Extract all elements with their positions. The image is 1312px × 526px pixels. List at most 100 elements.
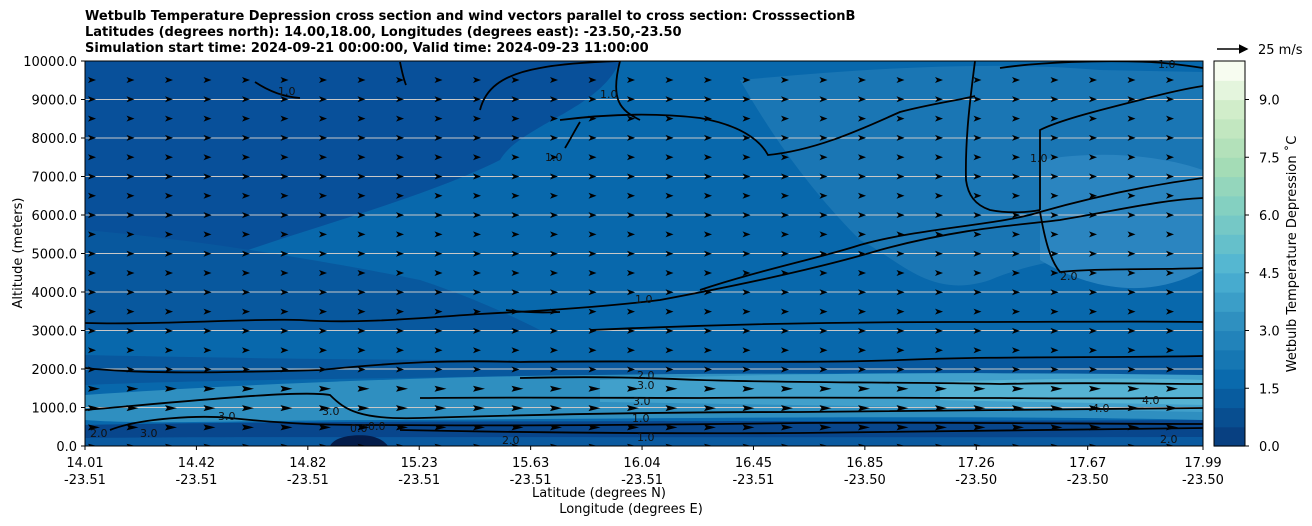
colorbar-swatch xyxy=(1214,80,1245,101)
wind-vector xyxy=(1166,308,1174,315)
wind-vector xyxy=(1050,212,1059,219)
wind-vector xyxy=(203,366,212,373)
wind-vector xyxy=(357,405,370,412)
wind-vector xyxy=(511,212,520,219)
wind-vector xyxy=(858,115,866,122)
wind-vector xyxy=(1166,173,1174,180)
wind-vector xyxy=(319,289,327,296)
wind-vector xyxy=(126,77,135,83)
wind-vector xyxy=(319,347,327,354)
wind-vector xyxy=(1166,192,1174,199)
wind-vector xyxy=(396,173,404,180)
wind-vector xyxy=(511,134,520,141)
wind-vector xyxy=(396,115,404,122)
wind-vector xyxy=(1166,154,1174,161)
wind-vector xyxy=(126,308,135,315)
wind-vector xyxy=(1127,405,1140,412)
wind-vector xyxy=(588,77,597,83)
wind-vector xyxy=(819,308,828,315)
wind-vector xyxy=(665,366,674,373)
wind-vector xyxy=(319,424,331,431)
y-axis-label: Altitude (meters) xyxy=(11,198,26,309)
wind-vector xyxy=(357,134,366,141)
wind-vector xyxy=(1205,328,1213,334)
wind-vector xyxy=(88,231,96,238)
wind-vector xyxy=(1205,135,1213,141)
wind-vector xyxy=(973,270,982,276)
wind-vector xyxy=(781,405,793,412)
wind-vector xyxy=(1205,367,1213,373)
wind-vector xyxy=(280,327,289,334)
wind-vector xyxy=(203,443,213,446)
wind-vector xyxy=(1089,173,1097,180)
contour-label: 2.0 xyxy=(637,369,655,382)
colorbar-tick-label: 1.5 xyxy=(1259,382,1280,397)
wind-vector xyxy=(165,173,173,180)
wind-vector xyxy=(280,192,289,199)
wind-vector xyxy=(973,173,982,180)
wind-vector xyxy=(165,385,177,392)
wind-vector xyxy=(858,96,866,103)
wind-vector xyxy=(665,115,674,122)
wind-vector xyxy=(819,77,828,83)
wind-vector xyxy=(357,424,370,431)
wind-vector xyxy=(396,134,404,141)
wind-vector xyxy=(935,96,943,103)
wind-vector xyxy=(357,327,366,334)
wind-vector xyxy=(896,231,905,238)
wind-vector xyxy=(396,443,406,446)
wind-vector xyxy=(319,308,327,315)
wind-vector xyxy=(357,154,366,161)
wind-vector xyxy=(1127,270,1136,276)
wind-vector xyxy=(1089,289,1097,296)
wind-vector xyxy=(665,77,674,83)
wind-vector xyxy=(434,212,443,219)
wind-vector xyxy=(665,347,674,354)
wind-vector xyxy=(627,173,635,180)
wind-vector xyxy=(396,212,404,219)
wind-vector xyxy=(935,327,943,334)
wind-vector xyxy=(165,308,173,315)
wind-vector xyxy=(165,77,173,83)
wind-vector xyxy=(1089,424,1101,431)
wind-vector xyxy=(550,77,558,83)
wind-vector xyxy=(88,115,96,122)
wind-vector xyxy=(627,134,635,141)
wind-vector xyxy=(473,270,481,276)
wind-vector xyxy=(550,443,560,446)
wind-vector xyxy=(819,192,828,199)
wind-vector xyxy=(819,424,832,431)
wind-vector xyxy=(1166,289,1174,296)
wind-vector xyxy=(396,366,404,373)
wind-vector xyxy=(473,192,481,199)
wind-vector xyxy=(396,327,404,334)
wind-vector xyxy=(319,96,327,103)
wind-vector xyxy=(858,134,866,141)
x-tick-label-lat: 14.01 xyxy=(66,456,103,471)
wind-vector xyxy=(126,424,139,431)
wind-vector xyxy=(165,231,173,238)
wind-vector xyxy=(1089,231,1097,238)
wind-vector xyxy=(242,347,250,354)
wind-vector xyxy=(665,173,674,180)
y-tick-label: 0.0 xyxy=(56,440,77,455)
y-tick-label: 8000.0 xyxy=(32,132,78,147)
wind-vector xyxy=(1127,96,1136,103)
wind-vector xyxy=(434,96,443,103)
wind-vector xyxy=(203,424,216,431)
wind-vector xyxy=(242,173,250,180)
contour-label: 1.0 xyxy=(1030,152,1048,165)
y-tick-label: 9000.0 xyxy=(32,94,78,109)
contour-label: 1.0 xyxy=(637,431,655,444)
wind-vector xyxy=(781,308,789,315)
wind-vector xyxy=(280,212,289,219)
wind-vector xyxy=(473,231,481,238)
wind-vector xyxy=(203,173,212,180)
wind-vector xyxy=(550,134,558,141)
wind-vector xyxy=(665,192,674,199)
wind-vector xyxy=(588,347,597,354)
wind-vector xyxy=(1089,212,1097,219)
wind-vector xyxy=(280,308,289,315)
wind-vector xyxy=(550,385,562,392)
wind-vector xyxy=(1166,250,1174,257)
